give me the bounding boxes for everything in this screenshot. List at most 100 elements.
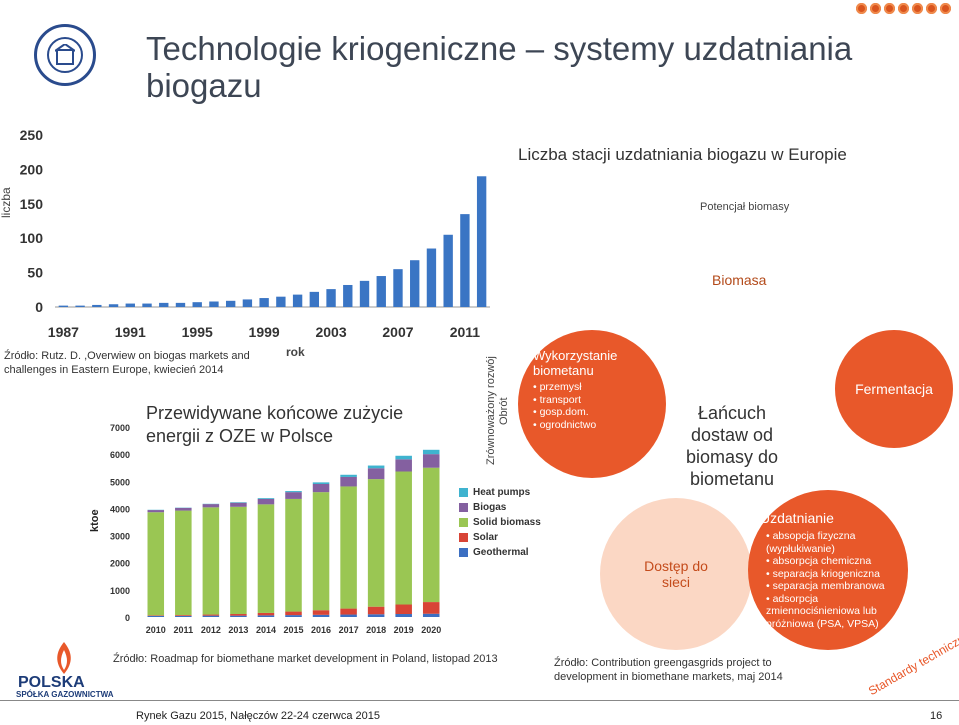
stack-segment xyxy=(312,610,330,615)
stack-segment xyxy=(395,459,412,472)
y-tick-label: 150 xyxy=(20,196,44,212)
stack-segment xyxy=(367,479,385,607)
stack-segment xyxy=(395,604,412,615)
x-tick-label: 1987 xyxy=(48,324,79,340)
bar xyxy=(393,269,403,307)
legend-swatch xyxy=(459,533,468,542)
list-item: transport xyxy=(533,394,653,407)
footer-event: Rynek Gazu 2015, Nałęczów 22-24 czerwca … xyxy=(136,710,380,722)
x-tick-label: 2011 xyxy=(174,625,194,635)
stack-segment xyxy=(422,449,440,455)
standards-label: Standardy techniczne xyxy=(866,628,959,699)
chart2-source: Źródło: Roadmap for biomethane market de… xyxy=(113,653,498,665)
stack-segment xyxy=(340,486,357,609)
bar xyxy=(476,176,487,307)
bar xyxy=(359,280,370,307)
stack-segment xyxy=(257,504,275,613)
nav-dot-icon[interactable] xyxy=(856,3,867,14)
legend-swatch xyxy=(459,518,468,527)
psg-logo-text: POLSKA xyxy=(18,674,85,691)
stack-segment xyxy=(422,454,440,468)
x-tick-label: 2019 xyxy=(394,625,414,635)
stack-segment xyxy=(175,510,192,616)
stack-segment xyxy=(202,615,220,617)
usage-title: Wykorzystanie biometanu xyxy=(533,348,618,378)
nav-dot-icon[interactable] xyxy=(884,3,895,14)
stack-segment xyxy=(230,615,247,617)
stack-segment xyxy=(175,507,192,511)
upgrading-list: absopcja fizyczna (wypłukiwanie) absorpc… xyxy=(760,530,910,630)
usage-list: przemysł transport gosp.dom. ogrodnictwo xyxy=(533,381,653,431)
x-tick-label: 2003 xyxy=(315,324,346,340)
stack-segment xyxy=(230,502,247,507)
nav-dot-icon[interactable] xyxy=(898,3,909,14)
grid-access-bubble: Dostęp do sieci xyxy=(600,498,752,650)
flame-logo-icon xyxy=(57,642,71,674)
list-item: absopcja fizyczna (wypłukiwanie) xyxy=(766,530,910,555)
stack-segment xyxy=(340,474,357,477)
stack-segment xyxy=(422,467,440,603)
stack-segment xyxy=(147,615,165,617)
stack-segment xyxy=(395,471,412,605)
bar xyxy=(125,303,135,307)
nav-dot-icon[interactable] xyxy=(926,3,937,14)
x-tick-label: 2016 xyxy=(311,625,331,635)
stack-segment xyxy=(285,491,302,493)
x-tick-label: 2010 xyxy=(146,625,166,635)
list-item: absorpcja chemiczna xyxy=(766,555,910,568)
center-label: Łańcuch dostaw od biomasy do biometanu xyxy=(685,403,779,489)
x-tick-label: 2015 xyxy=(283,625,303,635)
stack-segment xyxy=(202,614,220,616)
legend-item: Biogas xyxy=(459,502,541,513)
bar xyxy=(410,260,420,307)
bar xyxy=(426,248,437,307)
chart-oze: 0 1000 2000 3000 4000 5000 6000 7000 2010 2011 201… xyxy=(110,423,441,635)
legend-item: Geothermal xyxy=(459,547,541,558)
stack-segment xyxy=(175,615,192,616)
nav-dot-icon[interactable] xyxy=(870,3,881,14)
stack-segment xyxy=(147,510,165,513)
x-tick-label: 2017 xyxy=(339,625,359,635)
legend-item: Heat pumps xyxy=(459,487,541,498)
stack-segment xyxy=(175,615,192,617)
footer-divider xyxy=(0,700,959,701)
seal-inner-ring xyxy=(47,37,83,73)
stack-segment xyxy=(257,612,275,616)
bar xyxy=(259,298,269,307)
legend-swatch xyxy=(459,548,468,557)
fermentation-bubble: Fermentacja xyxy=(835,330,953,448)
bar xyxy=(58,305,69,307)
stack-segment xyxy=(367,606,385,615)
side-label-sustainable: Zrównoważony rozwój xyxy=(485,356,497,465)
x-tick-label: 2012 xyxy=(201,625,221,635)
legend-item: Solid biomass xyxy=(459,517,541,528)
bar xyxy=(276,296,286,307)
potential-label: Potencjał biomasy xyxy=(700,201,790,213)
stack-segment xyxy=(257,498,275,505)
y-tick-label: 200 xyxy=(20,161,44,177)
list-item: adsorpcja zmiennociśnieniowa lub próżnio… xyxy=(766,593,910,631)
stack-segment xyxy=(422,613,440,617)
bar xyxy=(142,303,152,307)
stack-segment xyxy=(340,608,357,615)
y-tick-label: 50 xyxy=(27,265,43,281)
nav-dot-icon[interactable] xyxy=(912,3,923,14)
bar xyxy=(292,294,303,307)
list-item: ogrodnictwo xyxy=(533,419,653,432)
stack-segment xyxy=(285,492,302,499)
x-tick-label: 1991 xyxy=(115,324,146,340)
stack-segment xyxy=(367,465,385,469)
bar xyxy=(326,289,336,307)
stack-segment xyxy=(257,615,275,617)
x-tick-label: 2007 xyxy=(382,324,413,340)
y-tick-label: 0 xyxy=(125,613,130,623)
bar xyxy=(376,276,386,307)
nav-dot-icon[interactable] xyxy=(940,3,951,14)
upgrading-title: Uzdatnianie xyxy=(760,510,834,526)
bar xyxy=(225,300,236,307)
bar xyxy=(309,291,320,307)
x-tick-label: 2020 xyxy=(421,625,441,635)
legend-swatch xyxy=(459,503,468,512)
stack-segment xyxy=(285,611,302,616)
y-tick-label: 3000 xyxy=(110,532,130,542)
